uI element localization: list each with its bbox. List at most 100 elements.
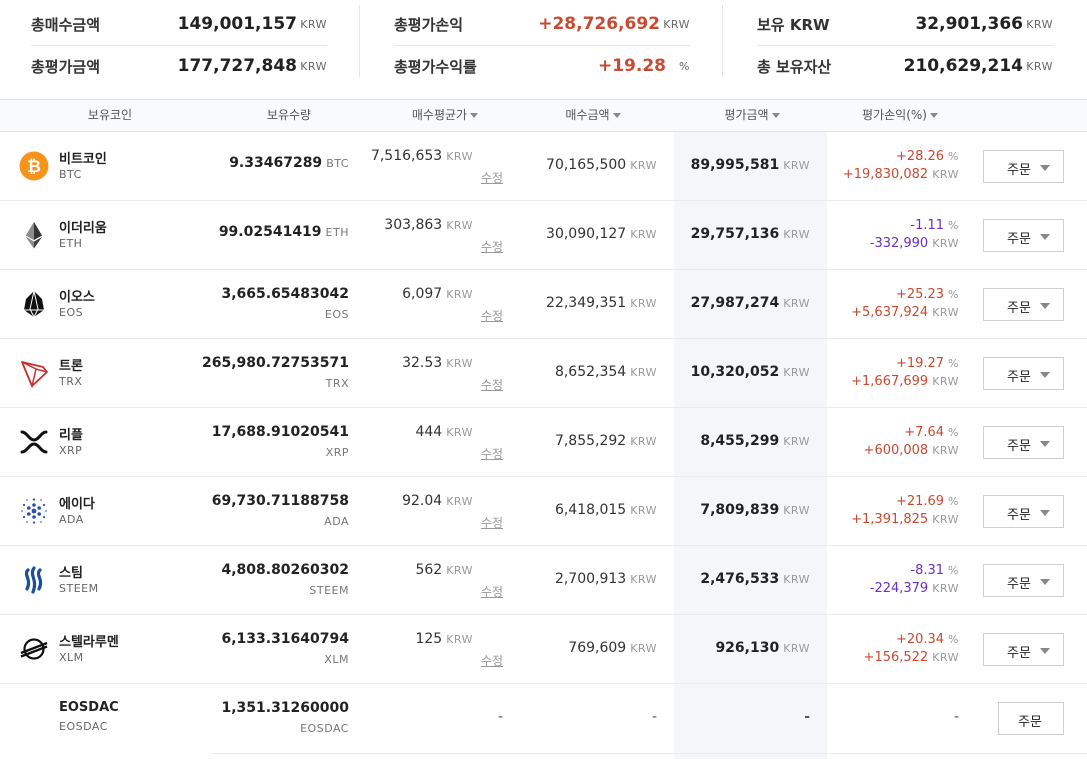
holding-quantity-symbol: EOSDAC [300, 722, 349, 735]
avg-buy-price: 562 KRW [415, 562, 473, 578]
chevron-down-icon [1040, 579, 1050, 585]
coin-symbol: EOSDAC [59, 720, 108, 733]
header-eval-amount[interactable]: 평가금액 [687, 100, 817, 131]
header-quantity[interactable]: 보유수량 [266, 108, 312, 122]
table-row: 에이다 ADA 69,730.71188758 ADA 92.04 KRW 수정 6,418,… [0, 477, 1087, 546]
avg-buy-price: 7,516,653 KRW [370, 148, 473, 164]
table-row: EOSDAC EOSDAC 1,351.31260000 EOSDAC - - - - 주문 [0, 684, 1087, 754]
coin-symbol: ADA [59, 513, 84, 526]
summary-divider [722, 5, 723, 77]
holding-quantity: 99.02541419 ETH [218, 224, 349, 240]
holding-quantity-symbol: ETH [325, 226, 349, 239]
sort-caret-icon [771, 113, 780, 118]
total-rate-unit: % [679, 59, 690, 73]
order-button[interactable]: 주문 [983, 564, 1064, 597]
order-button[interactable]: 주문 [983, 426, 1064, 459]
coin-symbol: BTC [59, 168, 82, 181]
order-button[interactable]: 주문 [983, 150, 1064, 183]
pl-percent: +19.27% [895, 356, 959, 371]
held-krw-label: 보유 KRW [757, 15, 830, 34]
eval-amount: 27,987,274 KRW [690, 295, 810, 311]
total-pl-label: 총평가손익 [394, 15, 464, 34]
coin-name[interactable]: 트론 [59, 359, 83, 374]
pl-percent: +21.69% [895, 494, 959, 509]
table-row: 이오스 EOS 3,665.65483042 EOS 6,097 KRW 수정 22,349,… [0, 270, 1087, 339]
summary-column-3: 보유 KRW 32,901,366 KRW 총 보유자산 210,629,214… [757, 0, 1053, 99]
avg-buy-price: 303,863 KRW [384, 217, 473, 233]
held-krw-value: 32,901,366 [915, 14, 1023, 34]
total-pl-value: +28,726,692 [538, 14, 660, 34]
coin-name[interactable]: 리플 [59, 428, 83, 443]
stellar-icon [19, 634, 49, 664]
eval-amount: 10,320,052 KRW [690, 364, 810, 380]
holding-quantity: 265,980.72753571 [201, 355, 349, 371]
avg-buy-price: 32.53 KRW [402, 355, 473, 371]
buy-amount: 769,609 KRW [568, 640, 657, 656]
pl-amount: -332,990 KRW [869, 236, 959, 251]
held-krw-row: 보유 KRW 32,901,366 KRW [757, 3, 1053, 46]
coin-symbol: ETH [59, 237, 83, 250]
holding-quantity-symbol: EOS [324, 308, 349, 321]
total-eval-unit: KRW [300, 59, 327, 73]
total-eval-label: 총평가금액 [31, 57, 101, 76]
order-button[interactable]: 주문 [983, 288, 1064, 321]
header-coin[interactable]: 보유코인 [87, 108, 133, 122]
edit-avg-price-link[interactable]: 수정 [480, 585, 503, 599]
eval-column-highlight [674, 132, 827, 759]
eval-amount: 8,455,299 KRW [700, 433, 810, 449]
holding-quantity-symbol: ADA [324, 515, 349, 528]
coin-name[interactable]: 이오스 [59, 290, 95, 305]
table-row: 스텔라루멘 XLM 6,133.31640794 XLM 125 KRW 수정 769,609… [0, 615, 1087, 684]
coin-name[interactable]: 스텔라루멘 [59, 635, 119, 650]
total-assets-row: 총 보유자산 210,629,214 KRW [757, 45, 1053, 87]
coin-name[interactable]: 스팀 [59, 566, 83, 581]
total-rate-value: +19.28 [597, 56, 666, 76]
total-rate-row: 총평가수익률 +19.28 % [394, 45, 690, 87]
pl-amount: +156,522 KRW [863, 650, 959, 665]
header-avg-price[interactable]: 매수평균가 [380, 100, 510, 131]
order-button[interactable]: 주문 [983, 495, 1064, 528]
total-rate-label: 총평가수익률 [394, 57, 477, 76]
edit-avg-price-link[interactable]: 수정 [480, 447, 503, 461]
coin-name[interactable]: 이더리움 [59, 221, 107, 236]
header-pl[interactable]: 평가손익(%) [835, 100, 965, 131]
edit-avg-price-link[interactable]: 수정 [480, 309, 503, 323]
chevron-down-icon [1040, 510, 1050, 516]
coin-name[interactable]: EOSDAC [59, 700, 119, 715]
tron-icon [19, 358, 49, 389]
order-button[interactable]: 주문 [983, 357, 1064, 390]
ripple-icon [19, 427, 49, 457]
pl-amount: +1,391,825 KRW [851, 512, 959, 527]
avg-buy-price: 444 KRW [415, 424, 473, 440]
edit-avg-price-link[interactable]: 수정 [480, 378, 503, 392]
eval-amount: 89,995,581 KRW [690, 157, 810, 173]
edit-avg-price-link[interactable]: 수정 [480, 171, 503, 185]
total-buy-value: 149,001,157 [177, 14, 297, 34]
holding-quantity-symbol: XRP [325, 446, 349, 459]
coin-name[interactable]: 비트코인 [59, 152, 107, 167]
pl-amount: +5,637,924 KRW [851, 305, 959, 320]
portfolio-summary: 총매수금액 149,001,157 KRW 총평가금액 177,727,848 … [0, 0, 1087, 99]
avg-buy-price: 125 KRW [415, 631, 473, 647]
header-buy-amount[interactable]: 매수금액 [528, 100, 658, 131]
order-button[interactable]: 주문 [983, 633, 1064, 666]
holding-quantity-symbol: XLM [324, 653, 349, 666]
buy-amount: 70,165,500 KRW [546, 157, 657, 173]
row-divider [212, 753, 1087, 754]
holding-quantity: 1,351.31260000 [221, 700, 349, 716]
order-button[interactable]: 주문 [983, 219, 1064, 252]
holding-quantity-symbol: BTC [326, 157, 349, 170]
edit-avg-price-link[interactable]: 수정 [480, 654, 503, 668]
pl-amount: - [953, 709, 959, 725]
edit-avg-price-link[interactable]: 수정 [480, 516, 503, 530]
ethereum-icon [19, 220, 49, 250]
chevron-down-icon [1040, 303, 1050, 309]
edit-avg-price-link[interactable]: 수정 [480, 240, 503, 254]
order-button[interactable]: 주문 [998, 702, 1064, 735]
sort-caret-icon [929, 113, 938, 118]
buy-amount: 6,418,015 KRW [554, 502, 657, 518]
held-krw-unit: KRW [1026, 17, 1053, 31]
coin-name[interactable]: 에이다 [59, 497, 95, 512]
summary-divider [359, 5, 360, 77]
table-row: ₿ 비트코인 BTC 9.33467289 BTC 7,516,653 KRW 수정 70,16… [0, 132, 1087, 201]
